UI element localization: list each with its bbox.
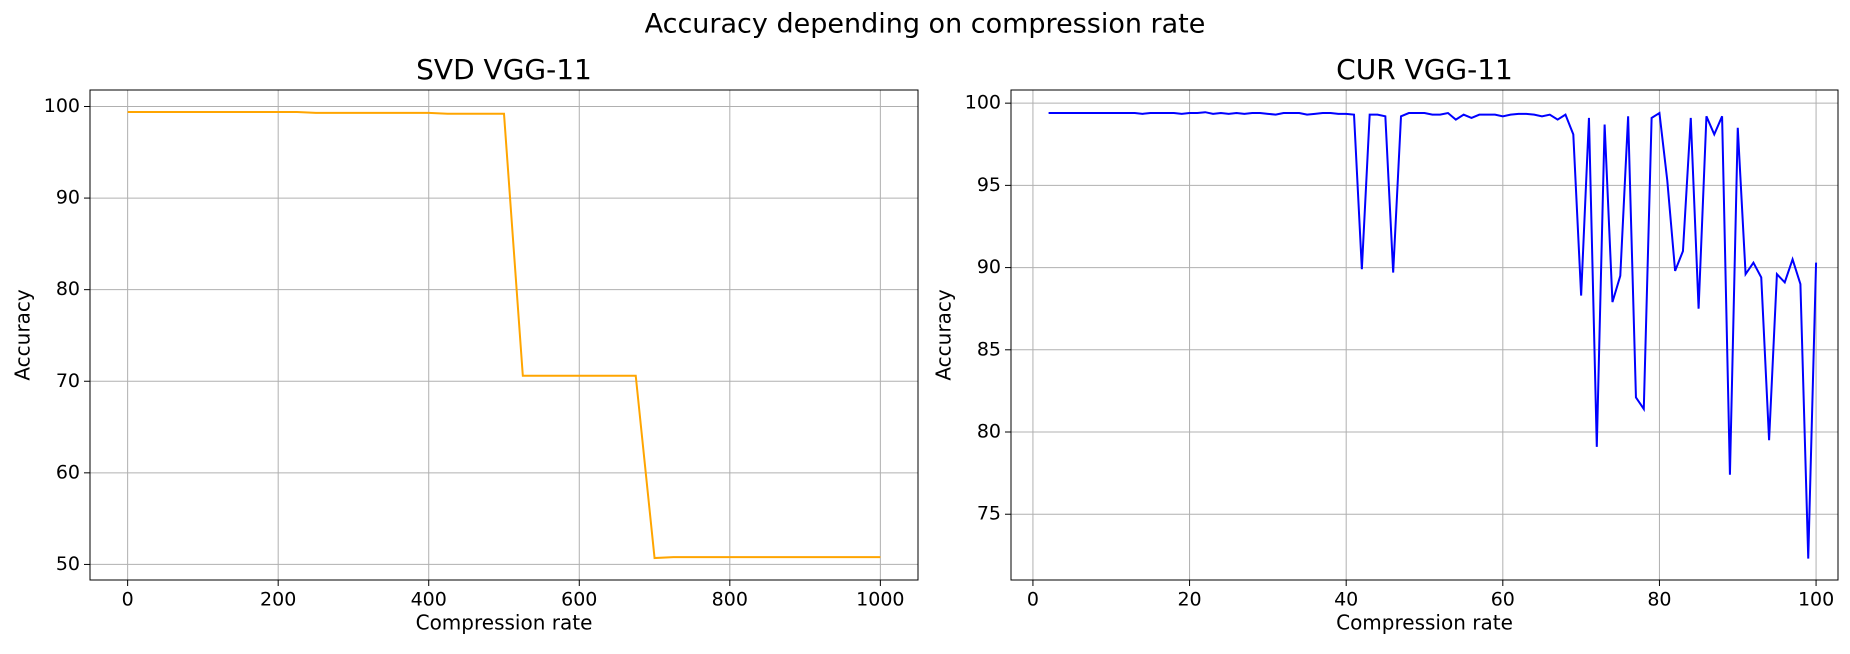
y-tick-label: 85 bbox=[977, 338, 1001, 360]
x-tick-label: 60 bbox=[1491, 589, 1515, 611]
y-axis-label: Accuracy bbox=[11, 289, 35, 380]
x-tick-label: 0 bbox=[1027, 589, 1039, 611]
y-tick-label: 70 bbox=[56, 370, 80, 392]
y-tick-label: 80 bbox=[56, 278, 80, 300]
x-tick-label: 800 bbox=[712, 589, 748, 611]
data-line bbox=[127, 110, 881, 560]
plot-frame bbox=[1010, 89, 1839, 581]
y-tick-label: 95 bbox=[977, 174, 1001, 196]
y-tick-label: 90 bbox=[977, 256, 1001, 278]
x-tick-label: 100 bbox=[1798, 589, 1834, 611]
x-axis-label: Compression rate bbox=[1336, 611, 1513, 635]
plot-frame bbox=[89, 89, 919, 581]
x-tick-label: 600 bbox=[561, 589, 597, 611]
x-tick-label: 0 bbox=[122, 589, 134, 611]
x-tick-label: 400 bbox=[411, 589, 447, 611]
x-tick-label: 200 bbox=[260, 589, 296, 611]
chart-title: SVD VGG-11 bbox=[416, 53, 592, 86]
y-tick-label: 100 bbox=[965, 92, 1001, 114]
chart-title: CUR VGG-11 bbox=[1336, 53, 1513, 86]
x-tick-label: 80 bbox=[1647, 589, 1671, 611]
y-tick-label: 80 bbox=[977, 421, 1001, 443]
y-tick-label: 60 bbox=[56, 461, 80, 483]
y-tick-label: 75 bbox=[977, 503, 1001, 525]
data-line bbox=[1048, 111, 1818, 559]
y-tick-label: 50 bbox=[56, 553, 80, 575]
figure-title: Accuracy depending on compression rate bbox=[645, 9, 1206, 40]
y-tick-label: 90 bbox=[56, 187, 80, 209]
y-tick-label: 100 bbox=[44, 95, 80, 117]
y-axis-label: Accuracy bbox=[932, 289, 956, 380]
x-tick-label: 20 bbox=[1177, 589, 1201, 611]
x-tick-label: 1000 bbox=[856, 589, 904, 611]
x-axis-label: Compression rate bbox=[416, 611, 593, 635]
x-tick-label: 40 bbox=[1334, 589, 1358, 611]
